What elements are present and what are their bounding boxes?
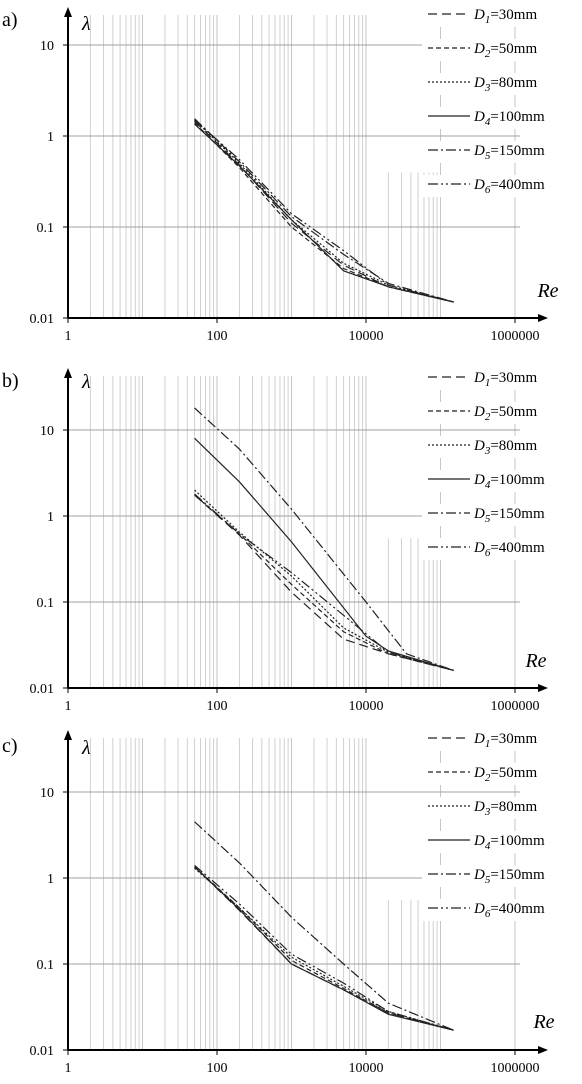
series-line-5 <box>194 821 454 1031</box>
legend-entry: D6=400mm <box>473 540 545 559</box>
x-axis-label: Re <box>536 280 558 302</box>
series-line-2 <box>194 866 454 1031</box>
x-axis-label: Re <box>532 1011 554 1033</box>
y-tick-label: 0.01 <box>30 682 55 697</box>
legend-bg <box>422 39 582 61</box>
legend-entry: D3=80mm <box>473 799 537 818</box>
series-line-1 <box>194 494 454 671</box>
y-axis-arrow <box>64 368 72 378</box>
panel-b: 1 100 10000 1000000 0.01 0.1 1 10 b) λ Re D1=30mm D2… <box>2 368 582 714</box>
series-line-2 <box>194 122 454 303</box>
x-tick-label: 1 <box>65 699 72 714</box>
legend-entry: D5=150mm <box>473 506 545 525</box>
series-line-5 <box>194 407 454 671</box>
y-axis-label: λ <box>81 13 91 35</box>
legend-bg <box>422 504 582 526</box>
x-tick-label: 100 <box>207 699 228 714</box>
y-tick-label: 1 <box>47 872 54 887</box>
legend-bg <box>422 368 582 390</box>
series-line-4 <box>194 437 454 671</box>
legend-bg <box>422 865 582 887</box>
legend-bg <box>422 402 582 424</box>
panel-label: b) <box>2 370 19 392</box>
y-tick-label: 0.01 <box>30 1044 55 1059</box>
series-line-6 <box>194 119 454 303</box>
series-line-4 <box>194 866 454 1031</box>
legend-entry: D5=150mm <box>473 143 545 162</box>
legend-bg <box>422 729 582 751</box>
legend-entry: D3=80mm <box>473 75 537 94</box>
y-axis-arrow <box>64 7 72 17</box>
legend: D1=30mm D2=50mm D3=80mm D4=100mm D5=150mm D6=… <box>422 729 582 921</box>
y-tick-label: 10 <box>40 786 54 801</box>
panel-c: 1 100 10000 1000000 0.01 0.1 1 10 c) λ Re D1=30mm D2… <box>2 729 582 1076</box>
x-tick-label: 100 <box>207 1061 228 1076</box>
y-tick-label: 1 <box>47 510 54 525</box>
y-tick-label: 0.1 <box>37 221 55 236</box>
y-tick-label: 0.1 <box>37 596 55 611</box>
legend-bg <box>422 470 582 492</box>
legend-entry: D2=50mm <box>473 41 537 60</box>
legend-bg <box>422 107 582 129</box>
legend-entry: D2=50mm <box>473 404 537 423</box>
panel-label: a) <box>2 9 18 31</box>
legend-entry: D1=30mm <box>473 7 537 26</box>
series-line-1 <box>194 866 454 1031</box>
x-tick-label: 1 <box>65 1061 72 1076</box>
y-tick-label: 10 <box>40 39 54 54</box>
x-tick-label: 100 <box>207 329 228 344</box>
legend-bg <box>422 5 582 27</box>
x-axis-arrow <box>538 684 548 692</box>
y-axis-label: λ <box>81 737 91 759</box>
x-tick-label: 10000 <box>349 699 384 714</box>
legend-bg <box>422 538 582 560</box>
y-tick-label: 0.01 <box>30 312 55 327</box>
legend-bg <box>422 899 582 921</box>
x-tick-label: 1000000 <box>491 699 540 714</box>
legend-bg <box>422 763 582 785</box>
panel-label: c) <box>2 735 18 757</box>
x-axis-arrow <box>538 314 548 322</box>
y-tick-label: 0.1 <box>37 958 55 973</box>
y-tick-label: 1 <box>47 130 54 145</box>
x-axis-arrow <box>538 1046 548 1054</box>
series-line-6 <box>194 493 454 671</box>
legend-entry: D5=150mm <box>473 867 545 886</box>
legend-entry: D4=100mm <box>473 833 545 852</box>
legend-entry: D6=400mm <box>473 177 545 196</box>
legend-entry: D1=30mm <box>473 731 537 750</box>
legend: D1=30mm D2=50mm D3=80mm D4=100mm D5=150mm D6=… <box>422 5 582 197</box>
series-line-3 <box>194 867 454 1031</box>
legend: D1=30mm D2=50mm D3=80mm D4=100mm D5=150mm D6=… <box>422 368 582 560</box>
series-line-3 <box>194 119 454 303</box>
legend-entry: D4=100mm <box>473 472 545 491</box>
x-tick-label: 1 <box>65 329 72 344</box>
series-line-5 <box>194 118 454 303</box>
series-line-4 <box>194 123 454 303</box>
legend-entry: D2=50mm <box>473 765 537 784</box>
y-axis-label: λ <box>81 371 91 393</box>
legend-bg <box>422 175 582 197</box>
legend-entry: D1=30mm <box>473 370 537 389</box>
legend-bg <box>422 831 582 853</box>
x-tick-label: 10000 <box>349 329 384 344</box>
series-line-3 <box>194 489 454 671</box>
y-tick-label: 10 <box>40 424 54 439</box>
legend-entry: D3=80mm <box>473 438 537 457</box>
x-axis-label: Re <box>524 650 546 672</box>
legend-entry: D6=400mm <box>473 901 545 920</box>
legend-bg <box>422 73 582 95</box>
series-line-1 <box>194 120 454 303</box>
y-axis-arrow <box>64 730 72 740</box>
series-line-6 <box>194 864 454 1031</box>
x-tick-label: 10000 <box>349 1061 384 1076</box>
legend-entry: D4=100mm <box>473 109 545 128</box>
panel-a: 1 100 10000 1000000 0.01 0.1 1 10 a) λ Re D1=30mm D2… <box>2 5 582 344</box>
x-tick-label: 1000000 <box>491 329 540 344</box>
legend-bg <box>422 797 582 819</box>
x-tick-label: 1000000 <box>491 1061 540 1076</box>
legend-bg <box>422 436 582 458</box>
legend-bg <box>422 141 582 163</box>
